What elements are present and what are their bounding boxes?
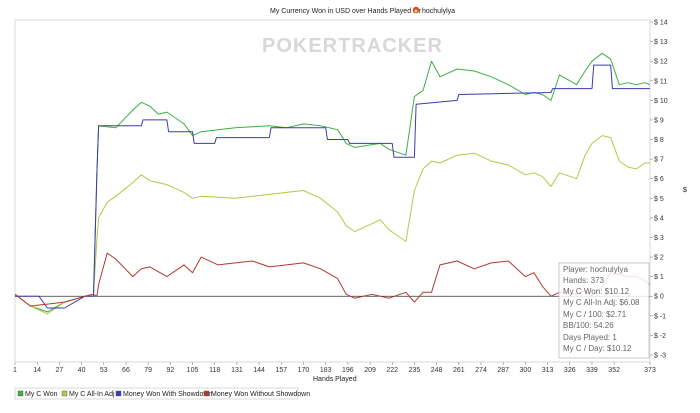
legend-label[interactable]: Money Won Without Showdown [211, 391, 310, 398]
legend-swatch [17, 390, 24, 397]
watermark: POKERTRACKER [262, 35, 443, 57]
tooltip: Player: hochulylya Hands: 373 My C Won: … [558, 262, 650, 359]
tooltip-line: Player: hochulylya [563, 265, 628, 274]
y-tick-label: $ 11 [654, 78, 667, 85]
tooltip-line: My C All-In Adj: $6.08 [563, 298, 640, 307]
x-tick-label: 144 [253, 367, 265, 374]
legend-box [14, 387, 299, 400]
x-tick-label: 183 [320, 367, 332, 374]
y-tick-label: $ 8 [654, 137, 664, 144]
x-tick-label: 66 [122, 367, 130, 374]
x-tick-label: 248 [431, 367, 443, 374]
y-axis-title: $ [683, 187, 687, 194]
player-name: hochulylya [422, 8, 455, 15]
x-tick-label: 14 [33, 367, 41, 374]
legend: My C Won My C All-In Adj Money Won With Sh… [17, 390, 310, 398]
plot-area [14, 19, 651, 363]
y-tick-label: $ 12 [654, 59, 668, 66]
series-line [14, 135, 650, 315]
y-tick-label: $ 13 [654, 39, 668, 46]
x-tick-label: 157 [275, 367, 287, 374]
tooltip-line: Hands: 373 [563, 276, 604, 285]
x-axis-title: Hands Played [313, 376, 357, 383]
y-tick-label: $ 14 [654, 20, 668, 27]
x-tick-label: 209 [364, 367, 376, 374]
y-tick-label: $ 10 [654, 98, 668, 105]
x-tick-label: 40 [78, 367, 86, 374]
legend-label[interactable]: Money Won With Showdown [123, 391, 212, 398]
legend-label[interactable]: My C Won [25, 391, 58, 398]
y-tick-label: $ 6 [654, 176, 664, 183]
y-tick-label: $ -3 [654, 353, 666, 360]
y-tick-label: $ 4 [654, 215, 664, 222]
x-tick-label: 53 [100, 367, 108, 374]
x-tick-label: 261 [453, 367, 465, 374]
y-tick-label: $ -1 [654, 313, 666, 320]
x-tick-label: 352 [608, 367, 620, 374]
x-tick-label: 287 [497, 367, 509, 374]
x-tick-label: 196 [342, 367, 354, 374]
x-tick-label: 274 [475, 367, 487, 374]
x-tick-label: 1 [13, 367, 17, 374]
legend-swatch [115, 390, 122, 397]
x-tick-label: 222 [386, 367, 398, 374]
player-flame-icon [412, 6, 420, 14]
x-tick-label: 131 [231, 367, 243, 374]
x-axis: 1 14 27 40 53 66 79 92 105 118 131 144 157 170 183 196 2… [13, 362, 656, 374]
y-tick-label: $ 1 [654, 274, 664, 281]
tooltip-line: BB/100: 54.26 [563, 321, 614, 330]
x-tick-label: 300 [520, 367, 532, 374]
x-tick-label: 105 [187, 367, 199, 374]
chart-title: My Currency Won in USD over Hands Played… [270, 8, 422, 15]
series-line [15, 64, 650, 309]
x-tick-label: 313 [542, 367, 554, 374]
y-tick-label: $ 2 [654, 255, 664, 262]
x-tick-label: 170 [298, 367, 310, 374]
x-tick-label: 27 [55, 367, 63, 374]
x-tick-label: 79 [144, 367, 152, 374]
tooltip-line: My C / Day: $10.12 [563, 344, 632, 353]
legend-label[interactable]: My C All-In Adj [69, 391, 115, 398]
legend-swatch [203, 390, 210, 397]
tooltip-line: My C / 100: $2.71 [563, 310, 627, 319]
x-tick-label: 235 [409, 367, 421, 374]
y-tick-label: $ 7 [654, 157, 664, 164]
tooltip-line: My C Won: $10.12 [563, 287, 630, 296]
legend-swatch [61, 390, 68, 397]
x-tick-label: 339 [586, 367, 598, 374]
x-tick-label: 326 [564, 367, 576, 374]
y-tick-label: $ 5 [654, 196, 664, 203]
y-axis: $ -3 $ -2 $ -1 $ 0 $ 1 $ 2 $ 3 $ 4 $ 5 $ 6 $ 7 $ 8 $… [650, 20, 668, 360]
x-tick-label: 373 [644, 367, 656, 374]
y-tick-label: $ -2 [654, 333, 666, 340]
y-tick-label: $ 0 [654, 294, 664, 301]
x-tick-label: 118 [209, 367, 220, 374]
y-tick-label: $ 9 [654, 117, 664, 124]
x-tick-label: 92 [166, 367, 174, 374]
tooltip-line: Days Played: 1 [563, 333, 617, 342]
y-tick-label: $ 3 [654, 235, 664, 242]
